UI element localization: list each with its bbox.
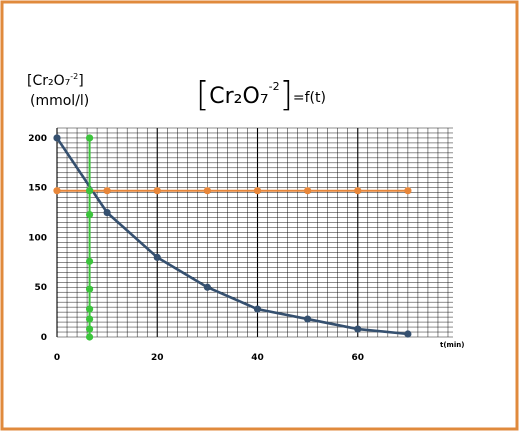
x-axis-label: t(min) bbox=[440, 341, 464, 349]
data-point bbox=[85, 257, 94, 265]
data-point bbox=[203, 283, 211, 291]
data-point bbox=[253, 187, 262, 195]
y-axis-label-close: ] bbox=[78, 73, 83, 89]
data-point bbox=[85, 305, 94, 313]
data-point bbox=[304, 187, 312, 195]
grid bbox=[56, 127, 453, 338]
y-axis-label-line1: [Cr₂O₇-2] bbox=[27, 72, 84, 89]
title-bracket-close: ] bbox=[280, 75, 293, 115]
data-point bbox=[85, 210, 94, 219]
data-point bbox=[153, 253, 161, 261]
chart-title: [Cr₂O₇-2]=f(t) bbox=[196, 75, 326, 115]
x-tick-label: 20 bbox=[151, 353, 164, 363]
data-point bbox=[53, 134, 61, 142]
data-point bbox=[85, 285, 94, 293]
x-tick-label: 60 bbox=[351, 353, 364, 363]
title-formula: Cr₂O₇ bbox=[209, 84, 268, 109]
y-tick-label: 50 bbox=[34, 283, 47, 293]
data-point bbox=[85, 315, 94, 323]
data-point bbox=[103, 208, 111, 217]
y-tick-label: 0 bbox=[41, 333, 47, 343]
y-axis-label-line2: (mmol/l) bbox=[30, 93, 89, 109]
data-point bbox=[354, 325, 362, 333]
title-bracket-open: [ bbox=[196, 75, 209, 115]
data-point bbox=[354, 187, 362, 195]
x-tick-label: 0 bbox=[54, 353, 60, 363]
data-point bbox=[253, 305, 262, 313]
tick-labels: 0 50 100 150 200 0 20 40 60 bbox=[28, 134, 364, 363]
data-point bbox=[53, 187, 61, 195]
data-point bbox=[85, 187, 94, 195]
data-point bbox=[153, 187, 161, 195]
y-axis-label-charge: -2 bbox=[70, 72, 78, 81]
data-point bbox=[85, 333, 94, 341]
y-tick-label: 100 bbox=[28, 233, 47, 243]
y-tick-label: 200 bbox=[28, 134, 47, 144]
data-point bbox=[404, 187, 412, 195]
data-series bbox=[53, 134, 412, 341]
series-line-1 bbox=[55, 137, 409, 336]
y-axis-label-base: [Cr₂O₇ bbox=[27, 73, 70, 89]
data-point bbox=[85, 134, 94, 142]
title-suffix: =f(t) bbox=[293, 90, 326, 106]
data-point bbox=[304, 315, 312, 323]
title-charge: -2 bbox=[269, 80, 280, 93]
x-tick-label: 40 bbox=[251, 353, 264, 363]
data-point bbox=[85, 325, 94, 333]
data-point bbox=[203, 187, 211, 195]
y-tick-label: 150 bbox=[28, 184, 47, 194]
data-point bbox=[103, 187, 111, 195]
data-point bbox=[404, 330, 412, 338]
